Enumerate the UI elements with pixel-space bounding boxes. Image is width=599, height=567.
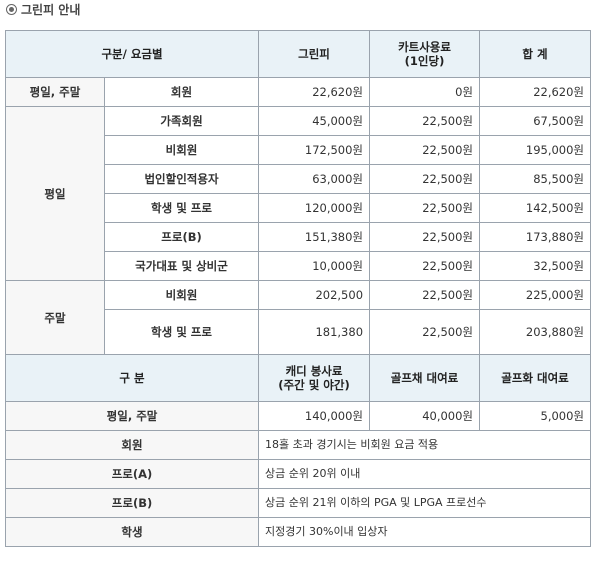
member-type: 국가대표 및 상비군 [103, 251, 260, 281]
greenfee-value: 10,000원 [258, 251, 371, 281]
greenfee-value: 120,000원 [258, 193, 371, 223]
table-row: 프로(B) 151,380원 22,500원 173,880원 [6, 222, 592, 252]
table-row: 주말 비회원 202,500 22,500원 225,000원 [5, 280, 592, 355]
header-row: 구분/ 요금별 그린피 카트사용료 (1인당) 합 계 [4, 30, 592, 78]
header-club-rental: 골프채 대여료 [369, 354, 481, 402]
cart-value: 22,500원 [369, 251, 481, 281]
total-value: 195,000원 [479, 135, 592, 165]
total-value: 22,620원 [479, 77, 592, 107]
table-row: 학생 지정경기 30%이내 입상자 [4, 517, 592, 547]
greenfee-value: 202,500 [258, 280, 371, 310]
table-row: 평일, 주말 회원 22,620원 0원 22,620원 [5, 77, 592, 107]
table-row: 프로(B) 상금 순위 21위 이하의 PGA 및 LPGA 프로선수 [4, 488, 592, 518]
header-category: 구분/ 요금별 [4, 30, 260, 78]
cart-value: 22,500원 [369, 222, 481, 252]
circle-bullet-icon [6, 4, 17, 15]
club-rental-value: 40,000원 [369, 401, 481, 431]
cart-value: 22,500원 [369, 135, 481, 165]
greenfee-value: 151,380원 [258, 222, 371, 252]
header-caddy: 캐디 봉사료 (주간 및 야간) [258, 354, 371, 402]
table-row: 학생 및 프로 181,380 22,500원 203,880원 [6, 309, 592, 355]
header-cart: 카트사용료 (1인당) [369, 30, 481, 78]
greenfee-value: 22,620원 [258, 77, 371, 107]
table-row: 프로(A) 상금 순위 20위 이내 [4, 459, 592, 489]
member-type: 비회원 [103, 135, 260, 165]
table-row: 법인할인적용자 63,000원 22,500원 85,500원 [6, 164, 592, 194]
greenfee-value: 172,500원 [258, 135, 371, 165]
period-label: 평일, 주말 [4, 401, 260, 431]
table-row: 학생 및 프로 120,000원 22,500원 142,500원 [6, 193, 592, 223]
total-value: 142,500원 [479, 193, 592, 223]
greenfee-value: 181,380 [258, 309, 371, 355]
total-value: 173,880원 [479, 222, 592, 252]
greenfee-table: 구분/ 요금별 그린피 카트사용료 (1인당) 합 계 평일, 주말 회원 22… [4, 30, 592, 547]
total-value: 85,500원 [479, 164, 592, 194]
page-title: 그린피 안내 [6, 2, 80, 18]
member-type: 프로(B) [103, 222, 260, 252]
page-title-text: 그린피 안내 [21, 3, 81, 17]
note-text: 18홀 초과 경기시는 비회원 요금 적용 [258, 430, 592, 460]
member-type: 법인할인적용자 [103, 164, 260, 194]
cart-value: 22,500원 [369, 193, 481, 223]
shoes-rental-value: 5,000원 [479, 401, 592, 431]
note-text: 상금 순위 20위 이내 [258, 459, 592, 489]
greenfee-value: 45,000원 [258, 106, 371, 136]
table-row: 회원 18홀 초과 경기시는 비회원 요금 적용 [4, 430, 592, 460]
cart-value: 0원 [369, 77, 481, 107]
caddy-value: 140,000원 [258, 401, 371, 431]
cart-value: 22,500원 [369, 164, 481, 194]
note-label: 프로(A) [4, 459, 260, 489]
member-type: 회원 [103, 77, 260, 107]
member-type: 비회원 [103, 280, 260, 310]
greenfee-value: 63,000원 [258, 164, 371, 194]
table-row: 평일 가족회원 45,000원 22,500원 67,500원 [5, 106, 592, 281]
total-value: 67,500원 [479, 106, 592, 136]
note-label: 회원 [4, 430, 260, 460]
header-shoes-rental: 골프화 대여료 [479, 354, 592, 402]
header-total: 합 계 [479, 30, 592, 78]
period-label: 평일, 주말 [5, 77, 105, 107]
member-type: 학생 및 프로 [103, 309, 260, 355]
note-label: 학생 [4, 517, 260, 547]
cart-value: 22,500원 [369, 309, 481, 355]
note-text: 지정경기 30%이내 입상자 [258, 517, 592, 547]
table-row: 평일, 주말 140,000원 40,000원 5,000원 [4, 401, 592, 431]
header-category: 구 분 [4, 354, 260, 402]
period-label: 평일 [5, 106, 105, 281]
total-value: 225,000원 [479, 280, 592, 310]
total-value: 203,880원 [479, 309, 592, 355]
member-type: 학생 및 프로 [103, 193, 260, 223]
note-text: 상금 순위 21위 이하의 PGA 및 LPGA 프로선수 [258, 488, 592, 518]
note-label: 프로(B) [4, 488, 260, 518]
total-value: 32,500원 [479, 251, 592, 281]
header-row: 구 분 캐디 봉사료 (주간 및 야간) 골프채 대여료 골프화 대여료 [4, 354, 592, 402]
cart-value: 22,500원 [369, 106, 481, 136]
cart-value: 22,500원 [369, 280, 481, 310]
period-label: 주말 [5, 280, 105, 355]
member-type: 가족회원 [103, 106, 260, 136]
table-row: 비회원 172,500원 22,500원 195,000원 [6, 135, 592, 165]
header-greenfee: 그린피 [258, 30, 371, 78]
